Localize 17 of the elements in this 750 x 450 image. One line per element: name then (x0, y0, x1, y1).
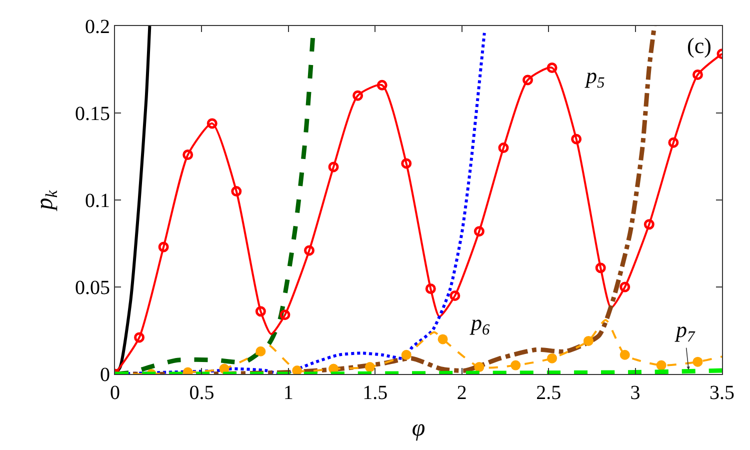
x-tick-label: 2.5 (536, 382, 562, 404)
y-tick-label: 0.1 (85, 190, 110, 212)
annotation: p$_{7}$ (674, 317, 696, 346)
y-tick-label: 0.2 (85, 16, 110, 38)
x-tick-label: 1 (283, 382, 294, 404)
annotation: p$_{5}$ (584, 63, 605, 92)
x-axis-title: φ (412, 415, 426, 442)
x-tick-label: 2 (456, 382, 467, 404)
annotation: p$_{6}$ (469, 310, 490, 339)
y-tick-label: 0.15 (75, 103, 110, 125)
x-tick-label: 1.5 (362, 382, 388, 404)
annotation: (c) (687, 33, 712, 58)
x-tick-label: 0.5 (189, 382, 214, 404)
y-tick-label: 0.05 (75, 277, 110, 299)
x-tick-label: 3 (630, 382, 640, 404)
y-tick-label: 0 (100, 364, 110, 386)
x-tick-label: 3.5 (710, 382, 734, 404)
